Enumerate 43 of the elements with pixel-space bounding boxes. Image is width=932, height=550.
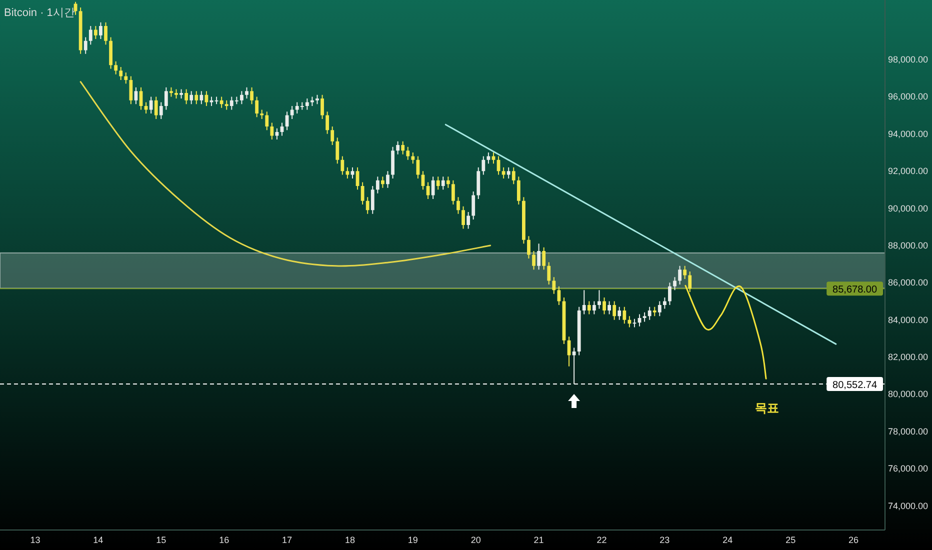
x-tick-label: 13 [30, 535, 40, 545]
ref-line-label: 85,678.00 [832, 284, 878, 296]
y-tick-label: 74,000.00 [888, 500, 928, 511]
candlestick [642, 312, 646, 322]
line-series [80, 81, 492, 267]
candlestick [174, 89, 178, 99]
ref-line-label: 80,552.74 [832, 380, 878, 391]
y-tick-label: 76,000.00 [888, 464, 928, 474]
annotation: 목표 [755, 401, 779, 415]
x-tick-label: 14 [93, 535, 104, 545]
y-tick-label: 98,000.00 [888, 54, 928, 65]
x-tick-label: 22 [596, 535, 607, 545]
y-tick-label: 78,000.00 [888, 426, 928, 436]
y-tick-label: 86,000.00 [888, 278, 928, 288]
x-tick-label: 26 [848, 535, 859, 545]
candlestick [316, 94, 319, 104]
x-tick-label: 20 [470, 535, 481, 545]
y-tick-label: 80,000.00 [888, 389, 928, 400]
candlestick [310, 96, 314, 106]
x-tick-label: 23 [660, 535, 670, 545]
y-tick-label: 94,000.00 [888, 128, 928, 139]
x-tick-label: 18 [344, 535, 355, 545]
x-tick-label: 24 [722, 535, 733, 545]
x-tick-label: 16 [219, 535, 230, 545]
candlestick [224, 100, 228, 110]
y-tick-label: 90,000.00 [888, 203, 928, 214]
line-series [684, 284, 767, 380]
candlestick [572, 348, 576, 384]
candlestick [652, 306, 656, 316]
candlestick [180, 89, 183, 99]
x-tick-label: 15 [156, 535, 166, 545]
x-tick-label: 21 [534, 535, 544, 545]
text: Bitcoin · 1시간 [4, 7, 75, 19]
candlestick [170, 87, 173, 97]
candlestick [260, 110, 264, 120]
x-tick-label: 19 [408, 535, 418, 545]
y-tick-label: 92,000.00 [888, 166, 928, 176]
y-tick-label: 82,000.00 [888, 352, 928, 362]
y-tick-label: 96,000.00 [888, 92, 928, 102]
x-tick-label: 17 [282, 535, 292, 545]
x-tick-label: 25 [786, 535, 796, 545]
y-tick-label: 88,000.00 [888, 240, 928, 250]
y-tick-label: 84,000.00 [888, 314, 928, 325]
